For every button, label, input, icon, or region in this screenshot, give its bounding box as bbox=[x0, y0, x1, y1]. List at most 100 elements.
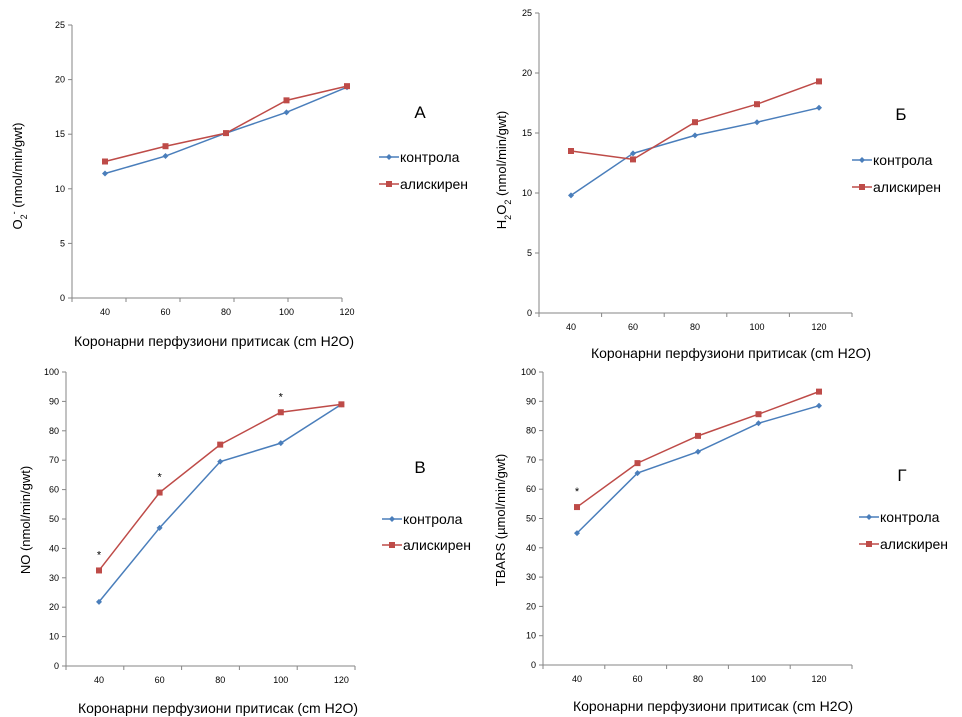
y-tick-label: 10 bbox=[55, 184, 65, 194]
data-point-control bbox=[695, 448, 701, 455]
legend-marker bbox=[859, 157, 865, 163]
x-tick-label: 60 bbox=[155, 675, 165, 685]
x-tick-label: 40 bbox=[572, 674, 582, 684]
data-point-control bbox=[816, 104, 822, 111]
y-tick-label: 100 bbox=[44, 367, 59, 377]
data-point-control bbox=[217, 458, 224, 465]
data-point-aliskiren bbox=[156, 489, 163, 496]
y-tick-label: 60 bbox=[49, 485, 59, 495]
y-tick-label: 25 bbox=[522, 8, 532, 18]
data-point-aliskiren bbox=[344, 83, 350, 90]
legend-label: алискирен bbox=[880, 536, 948, 552]
data-point-aliskiren bbox=[223, 130, 229, 137]
data-point-aliskiren bbox=[96, 567, 102, 574]
data-point-aliskiren bbox=[338, 401, 345, 408]
y-tick-label: 15 bbox=[522, 128, 532, 138]
legend-label: контрола bbox=[400, 149, 460, 165]
y-tick-label: 25 bbox=[55, 20, 65, 30]
x-tick-label: 100 bbox=[273, 675, 288, 685]
data-point-aliskiren bbox=[102, 158, 108, 165]
y-tick-label: 10 bbox=[49, 632, 59, 642]
data-point-control bbox=[630, 150, 636, 157]
data-point-aliskiren bbox=[754, 101, 760, 108]
x-tick-label: 40 bbox=[94, 675, 104, 685]
legend-label: контрола bbox=[880, 509, 940, 525]
legend-marker bbox=[386, 154, 392, 160]
data-point-control bbox=[156, 524, 163, 531]
data-point-control bbox=[162, 153, 169, 160]
x-tick-label: 100 bbox=[749, 322, 764, 332]
y-tick-label: 5 bbox=[60, 238, 65, 248]
series-line-control bbox=[98, 403, 342, 603]
y-tick-label: 90 bbox=[526, 396, 536, 406]
y-tick-label: 20 bbox=[49, 602, 59, 612]
significance-star: * bbox=[279, 391, 284, 403]
y-tick-label: 0 bbox=[60, 293, 65, 303]
legend-label: алискирен bbox=[400, 176, 468, 192]
chart-panel-1: 0 5 10 15 20 25 40 60 80 100 120 O2- (nmol/min/gwt)… bbox=[9, 20, 468, 349]
y-tick-label: 100 bbox=[521, 367, 536, 377]
data-point-control bbox=[692, 132, 698, 139]
data-point-control bbox=[96, 598, 102, 605]
y-tick-label: 80 bbox=[526, 426, 536, 436]
y-axis-label: H2O2 (nmol/min/gwt) bbox=[494, 111, 513, 229]
x-tick-label: 120 bbox=[339, 307, 354, 317]
x-tick-label: 120 bbox=[811, 322, 826, 332]
data-point-aliskiren bbox=[162, 143, 169, 150]
series-line-aliskiren bbox=[104, 85, 348, 163]
x-axis-label: Коронарни перфузиони притисак (cm H2O) bbox=[573, 698, 853, 714]
y-tick-label: 30 bbox=[526, 572, 536, 582]
x-tick-label: 60 bbox=[628, 322, 638, 332]
chart-panel-4: 0 10 20 30 40 50 60 70 80 90 100 40 60 80 100 120 * TBARS… bbox=[493, 367, 948, 714]
y-tick-label: 60 bbox=[526, 484, 536, 494]
y-tick-label: 10 bbox=[526, 631, 536, 641]
y-tick-label: 40 bbox=[526, 543, 536, 553]
x-tick-label: 120 bbox=[334, 675, 349, 685]
x-tick-label: 60 bbox=[632, 674, 642, 684]
y-tick-label: 20 bbox=[55, 75, 65, 85]
data-point-aliskiren bbox=[568, 148, 574, 154]
x-axis-label: Коронарни перфузиони притисак (cm H2O) bbox=[591, 345, 871, 361]
significance-star: * bbox=[97, 549, 102, 561]
y-tick-label: 15 bbox=[55, 129, 65, 139]
data-point-aliskiren bbox=[755, 411, 762, 418]
data-point-aliskiren bbox=[630, 156, 636, 163]
data-point-aliskiren bbox=[695, 432, 701, 439]
data-point-aliskiren bbox=[574, 504, 580, 511]
data-point-control bbox=[283, 109, 290, 116]
legend-label: алискирен bbox=[403, 537, 471, 553]
data-point-control bbox=[574, 530, 580, 537]
y-tick-label: 20 bbox=[526, 601, 536, 611]
y-tick-label: 0 bbox=[531, 660, 536, 670]
y-tick-label: 30 bbox=[49, 573, 59, 583]
x-tick-label: 80 bbox=[693, 674, 703, 684]
x-tick-label: 100 bbox=[279, 307, 294, 317]
x-tick-label: 80 bbox=[690, 322, 700, 332]
data-point-aliskiren bbox=[692, 119, 698, 126]
legend-label: алискирен bbox=[873, 179, 941, 195]
y-tick-label: 90 bbox=[49, 396, 59, 406]
y-tick-label: 0 bbox=[54, 661, 59, 671]
data-point-aliskiren bbox=[283, 97, 290, 104]
y-tick-label: 10 bbox=[522, 188, 532, 198]
data-point-control bbox=[634, 470, 641, 477]
x-tick-label: 40 bbox=[566, 322, 576, 332]
y-tick-label: 5 bbox=[527, 248, 532, 258]
series-line-control bbox=[576, 404, 820, 534]
x-tick-label: 100 bbox=[751, 674, 766, 684]
x-tick-label: 40 bbox=[100, 307, 110, 317]
x-tick-label: 80 bbox=[215, 675, 225, 685]
legend-marker bbox=[866, 514, 872, 520]
data-point-aliskiren bbox=[634, 460, 641, 467]
data-point-control bbox=[754, 119, 760, 126]
data-point-control bbox=[568, 192, 574, 199]
data-point-aliskiren bbox=[277, 409, 284, 416]
chart-panel-2: 0 5 10 15 20 25 40 60 80 100 120 H2O2 (nmol/min/gwt… bbox=[494, 8, 941, 361]
y-tick-label: 0 bbox=[527, 308, 532, 318]
series-line-aliskiren bbox=[98, 403, 342, 571]
y-tick-label: 20 bbox=[522, 68, 532, 78]
legend-label: контрола bbox=[403, 511, 463, 527]
x-axis-label: Коронарни перфузиони притисак (cm H2O) bbox=[78, 700, 358, 716]
data-point-control bbox=[755, 420, 762, 427]
